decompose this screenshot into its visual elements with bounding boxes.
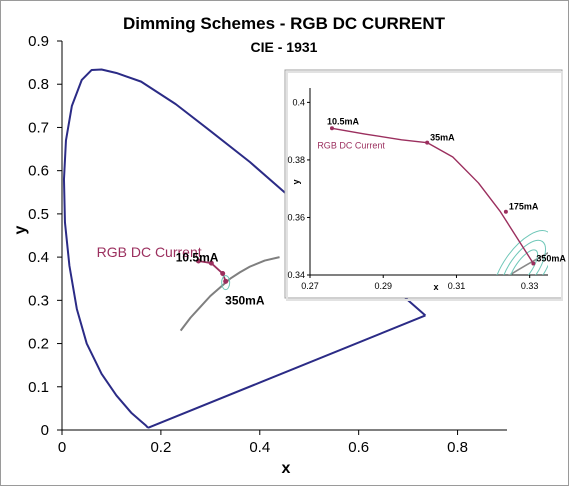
chart-title: Dimming Schemes - RGB DC CURRENT [123,14,446,33]
chart-subtitle: CIE - 1931 [251,39,318,55]
inset-x-tick-label: 0.29 [374,281,392,291]
inset-tolerance-ellipse [508,249,539,275]
series-rgb-dc-current-line [198,260,227,282]
inset-x-tick-label: 0.33 [521,281,539,291]
y-tick-label: 0.3 [28,292,49,309]
inset-plot-area [331,127,548,275]
annotation-label: RGB DC Current [97,244,202,260]
inset-y-tick-label: 0.4 [292,97,305,107]
inset-border [284,69,563,299]
inset-data-point [531,261,536,266]
y-tick-label: 0.1 [28,379,49,396]
inset-x-axis-label: x [433,282,438,292]
inset-chart: 0.27 0.29 0.31 0.33 0.34 0.36 0.38 0.4 x y 10.5mA 3… [284,69,566,301]
spectral-locus-line [62,68,427,429]
inset-point-label: 175mA [509,202,539,212]
y-tick-label: 0.4 [28,249,49,266]
inset-shadow [286,71,563,301]
inset-data-point [329,126,334,131]
inset-annotation-label: RGB DC Current [317,140,385,150]
annotation-label: 10.5mA [176,250,219,264]
inset-tolerance-ellipse [492,230,548,275]
inset-y-tick-label: 0.36 [287,212,305,222]
inset-x-tick-label: 0.27 [301,281,319,291]
y-tick-label: 0.2 [28,336,49,353]
x-tick-label: 0 [58,439,66,456]
y-tick-label: 0.5 [28,206,49,223]
inset-rgb-dc-current-line [331,127,534,264]
inset-point-label: 350mA [536,253,566,263]
inset-point-label: 10.5mA [327,116,360,126]
inset-y-tick-label: 0.34 [287,270,305,280]
inset-x-tick-label: 0.31 [448,281,466,291]
x-tick-label: 0.2 [150,439,171,456]
annotation-label: 350mA [225,294,265,308]
y-tick-label: 0 [41,422,49,439]
data-point [220,271,226,277]
inset-y-tick-label: 0.38 [287,155,305,165]
y-tick-label: 0.7 [28,119,49,136]
data-point [208,260,214,266]
purple-line-line [147,314,426,429]
x-tick-label: 0.8 [447,439,468,456]
inset-y-axis-label: y [291,179,301,184]
y-tick-label: 0.9 [28,33,49,50]
y-tick-label: 0.8 [28,76,49,93]
x-axis-label: x [282,460,291,477]
tolerance-ellipse [221,275,231,291]
inset-point-label: 35mA [430,133,455,143]
y-tick-label: 0.6 [28,163,49,180]
y-axis-label: y [12,225,29,234]
inset-tolerance-ellipse [500,239,546,275]
inset-data-point [425,140,430,145]
inset-data-point [503,209,508,214]
x-tick-label: 0.6 [348,439,369,456]
data-point [223,278,229,284]
data-point [195,258,201,264]
x-tick-label: 0.4 [249,439,270,456]
